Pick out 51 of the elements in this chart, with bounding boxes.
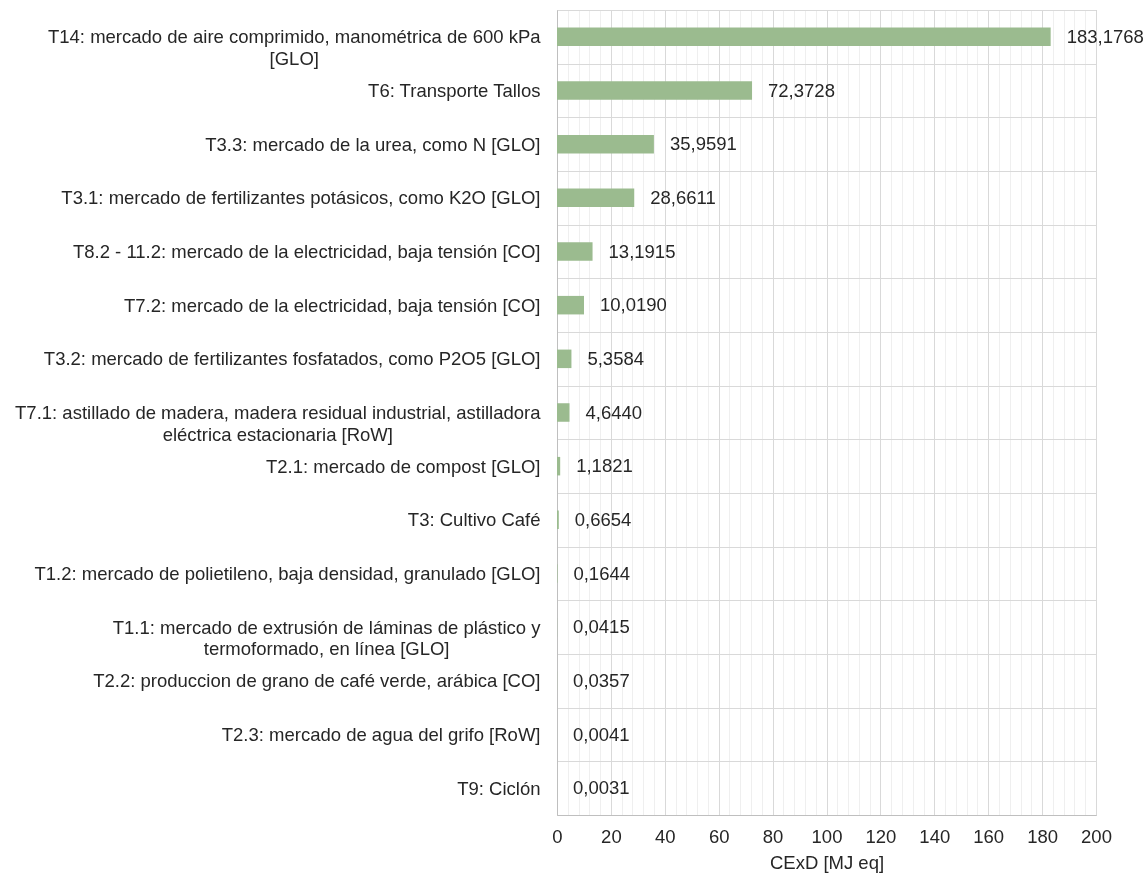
y-tick-label: T14: mercado de aire comprimido, manométrica de 600 kPa [GLO] — [47, 26, 542, 69]
y-tick-label: T7.1: astillado de madera, madera residual industrial, astilladora eléctrica estacionaria [RoW] — [15, 402, 542, 445]
x-tick-label: 20 — [601, 825, 622, 847]
y-tick-label: T6: Transporte Tallos — [368, 80, 541, 101]
x-tick-label: 40 — [655, 825, 676, 847]
x-tick-label: 140 — [919, 825, 951, 847]
x-tick-label: 80 — [762, 825, 784, 847]
data-label: 0,0031 — [573, 777, 630, 799]
bar — [557, 403, 570, 422]
bar — [557, 349, 572, 369]
y-tick-label: T1.1: mercado de extrusión de láminas de plástico y termoformado, en línea [GLO] — [112, 616, 542, 660]
data-label: 0,0357 — [573, 669, 630, 691]
data-label: 4,6440 — [585, 401, 643, 423]
bar — [557, 27, 1051, 47]
y-tick-label: T3: Cultivo Café — [407, 509, 541, 531]
y-tick-label: T2.1: mercado de compost [GLO] — [265, 455, 541, 477]
bar — [557, 295, 584, 315]
y-tick-label: T9: Ciclón — [457, 777, 541, 799]
bar — [557, 242, 593, 261]
bar — [557, 81, 753, 100]
y-tick-label: T2.3: mercado de agua del grifo [RoW] — [221, 724, 541, 745]
x-tick-label: 200 — [1081, 825, 1112, 847]
data-label: 183,1768 — [1066, 25, 1144, 47]
data-label: 10,0190 — [600, 294, 667, 316]
x-tick-label: 0 — [552, 825, 563, 847]
y-tick-label: T7.2: mercado de la electricidad, baja tensión [CO] — [124, 294, 541, 316]
data-label: 5,3584 — [587, 347, 645, 369]
x-tick-label: 160 — [973, 825, 1005, 847]
y-tick-label: T2.2: produccion de grano de café verde, arábica [CO] — [93, 670, 541, 692]
x-axis-title: CExD [MJ eq] — [769, 852, 885, 873]
bar — [557, 134, 654, 154]
y-tick-label: T1.2: mercado de polietileno, baja densidad, granulado [GLO] — [34, 563, 541, 584]
data-label: 0,0415 — [573, 616, 630, 638]
x-tick-label: 120 — [865, 825, 897, 847]
data-label: 0,1644 — [573, 562, 631, 584]
y-tick-label: T3.1: mercado de fertilizantes potásicos, como K2O [GLO] — [61, 187, 541, 209]
data-label: 0,0041 — [573, 723, 630, 745]
data-label: 13,1915 — [608, 240, 676, 262]
y-tick-label: T3.2: mercado de fertilizantes fosfatados, como P2O5 [GLO] — [43, 348, 541, 370]
data-label: 1,1821 — [576, 455, 633, 477]
x-tick-label: 60 — [708, 825, 730, 847]
y-tick-label: T8.2 - 11.2: mercado de la electricidad, baja tensión [CO] — [72, 241, 541, 262]
bar — [557, 188, 635, 208]
data-label: 35,9591 — [669, 133, 737, 155]
data-label: 28,6611 — [650, 186, 716, 208]
y-tick-label: T3.3: mercado de la urea, como N [GLO] — [205, 133, 541, 155]
x-tick-label: 180 — [1027, 825, 1059, 847]
data-label: 72,3728 — [768, 79, 835, 101]
data-label: 0,6654 — [574, 508, 632, 530]
bar — [557, 456, 561, 476]
x-tick-label: 100 — [811, 825, 843, 847]
